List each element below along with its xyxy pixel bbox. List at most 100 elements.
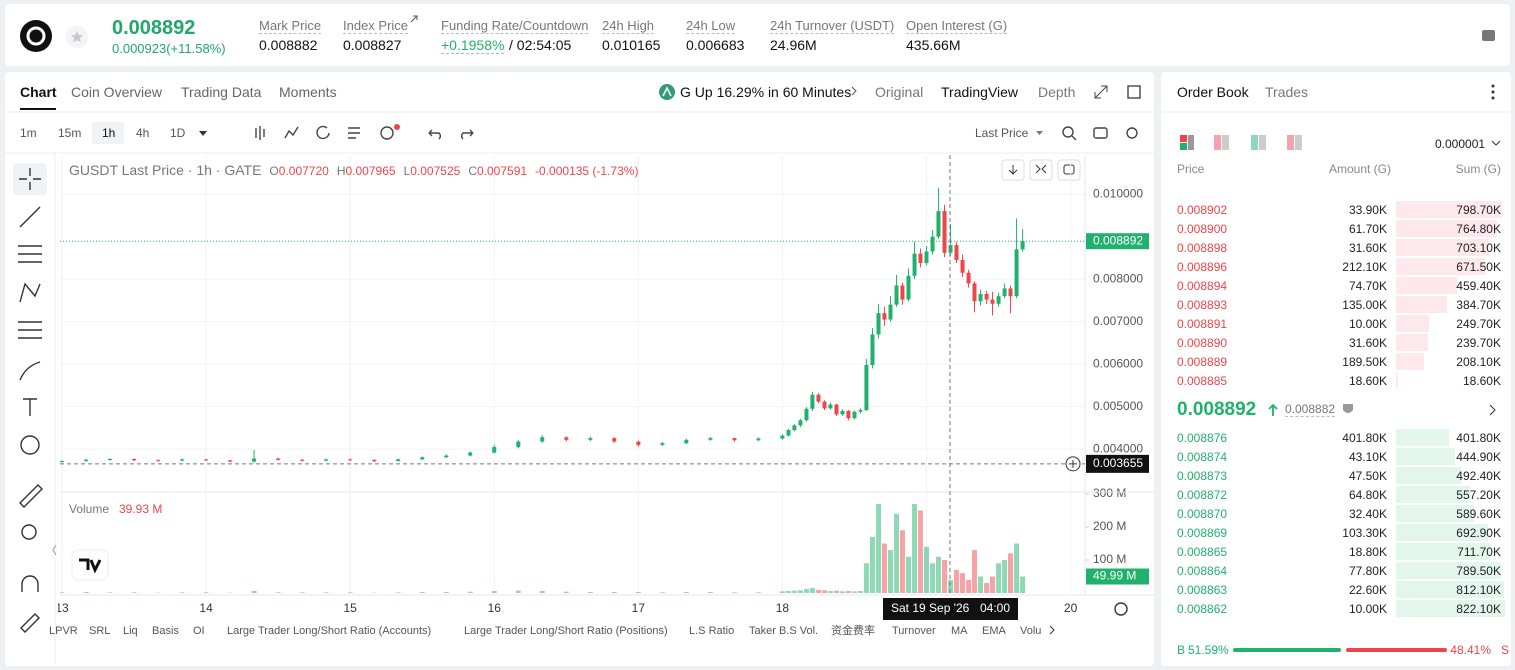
view-tab[interactable]: Original (875, 84, 924, 100)
pencil-tool[interactable] (20, 613, 40, 633)
indicator-tab[interactable]: EMA (982, 625, 1006, 637)
collapse-toggle[interactable] (52, 544, 57, 556)
notes-icon[interactable] (1482, 30, 1495, 41)
interval[interactable]: 1D (170, 126, 186, 140)
view-tab[interactable]: Depth (1038, 84, 1076, 100)
brush-tool[interactable] (19, 361, 41, 381)
camera-icon[interactable] (1093, 127, 1108, 139)
pattern-tool[interactable] (19, 282, 41, 303)
book-price[interactable]: 0.008894 (1177, 279, 1228, 293)
template-icon[interactable] (348, 127, 360, 139)
precision[interactable]: 0.000001 (1435, 137, 1486, 151)
price-source[interactable]: Last Price (975, 126, 1029, 140)
indicator-tab[interactable]: MA (951, 625, 968, 637)
line-icon[interactable] (284, 126, 299, 139)
legend-value: 0.007965 (345, 164, 396, 178)
star-icon (71, 31, 83, 43)
indicator-tab[interactable]: Turnover (892, 625, 936, 637)
layout-icon[interactable] (1287, 135, 1294, 150)
indicator-tab[interactable]: Taker B.S Vol. (749, 625, 819, 637)
sell-ratio-bar (1345, 648, 1447, 652)
magnet-tool[interactable] (21, 575, 39, 592)
layout-icon[interactable] (1180, 135, 1187, 142)
book-price[interactable]: 0.008902 (1177, 203, 1228, 217)
tv-logo (71, 549, 109, 581)
depth-bar (1396, 486, 1470, 503)
book-price[interactable]: 0.008862 (1177, 602, 1228, 616)
chart-panel (5, 72, 1154, 666)
indicator-tab[interactable]: Basis (152, 625, 179, 637)
search-icon-handle (1071, 135, 1077, 141)
indicator-tab[interactable]: L.S Ratio (689, 625, 735, 637)
settings-icon[interactable] (1126, 127, 1138, 139)
chevron[interactable] (1489, 404, 1496, 416)
indicator-tab[interactable]: Volu (1020, 625, 1042, 637)
interval[interactable]: 4h (136, 126, 150, 140)
zoom-tool[interactable] (21, 524, 37, 540)
chart-tab[interactable]: Coin Overview (71, 84, 163, 100)
book-tab[interactable]: Trades (1265, 84, 1309, 100)
book-price[interactable]: 0.008885 (1177, 374, 1228, 388)
book-tab[interactable]: Order Book (1177, 84, 1249, 100)
volume-bar (59, 592, 65, 593)
book-price[interactable]: 0.008874 (1177, 450, 1228, 464)
book-amount: 77.80K (1348, 564, 1387, 578)
indicator-tab[interactable]: Large Trader Long/Short Ratio (Positions… (464, 625, 668, 637)
window-icon[interactable] (1127, 85, 1141, 99)
fib-tool[interactable] (18, 245, 42, 263)
chart-control[interactable] (1057, 159, 1081, 181)
layout-icon[interactable] (1214, 135, 1221, 150)
indicator-tab[interactable]: Large Trader Long/Short Ratio (Accounts) (227, 625, 432, 637)
book-price[interactable]: 0.008863 (1177, 583, 1228, 597)
book-price[interactable]: 0.008896 (1177, 260, 1228, 274)
coin-logo (20, 20, 52, 52)
indicator-tab[interactable]: OI (193, 625, 205, 637)
undo-icon[interactable] (428, 129, 441, 140)
book-price[interactable]: 0.008872 (1177, 488, 1228, 502)
text-tool[interactable] (23, 398, 37, 416)
projection-tool[interactable] (18, 321, 42, 339)
layout-icon (1188, 135, 1194, 150)
candle-body (204, 459, 209, 461)
search-icon[interactable] (1062, 126, 1074, 138)
banner[interactable]: G Up 16.29% in 60 Minutes (680, 84, 852, 100)
chart-tab[interactable]: Chart (20, 84, 57, 100)
indicator-tab[interactable]: Liq (123, 625, 138, 637)
crosshair-tool[interactable] (19, 168, 41, 190)
book-price[interactable]: 0.008891 (1177, 317, 1228, 331)
book-price[interactable]: 0.008890 (1177, 336, 1228, 350)
indicator-icon[interactable] (380, 126, 394, 140)
indicator-tab[interactable]: SRL (89, 625, 111, 637)
interval[interactable]: 1m (20, 126, 37, 140)
book-price[interactable]: 0.008889 (1177, 355, 1228, 369)
more-indicators[interactable] (1049, 625, 1055, 635)
indicator-tab[interactable]: LPVR (49, 625, 78, 637)
book-price[interactable]: 0.008870 (1177, 507, 1228, 521)
expand-icon[interactable] (1094, 85, 1108, 99)
view-tab[interactable]: TradingView (941, 84, 1019, 100)
candle-body (852, 411, 857, 419)
book-price[interactable]: 0.008900 (1177, 222, 1228, 236)
ruler-tool[interactable] (19, 484, 43, 508)
trendline-tool[interactable] (19, 206, 41, 228)
interval[interactable]: 1h (102, 126, 116, 140)
book-price[interactable]: 0.008865 (1177, 545, 1228, 559)
candle-icon[interactable] (255, 126, 265, 140)
book-price[interactable]: 0.008873 (1177, 469, 1228, 483)
book-price[interactable]: 0.008876 (1177, 431, 1228, 445)
book-price[interactable]: 0.008893 (1177, 298, 1228, 312)
redo-icon[interactable] (461, 129, 474, 140)
interval[interactable]: 15m (58, 126, 82, 140)
layout-icon[interactable] (1251, 135, 1258, 150)
replay-icon[interactable] (316, 125, 330, 140)
book-price[interactable]: 0.008864 (1177, 564, 1228, 578)
candle-body (564, 437, 569, 440)
emoji-tool[interactable] (20, 435, 40, 455)
axis-settings[interactable] (1114, 602, 1128, 616)
chart-control[interactable] (1029, 159, 1053, 181)
chart-tab[interactable]: Trading Data (181, 84, 262, 100)
chart-tab[interactable]: Moments (279, 84, 337, 100)
book-price[interactable]: 0.008898 (1177, 241, 1228, 255)
book-price[interactable]: 0.008869 (1177, 526, 1228, 540)
indicator-tab[interactable]: 资金费率 (831, 625, 875, 637)
